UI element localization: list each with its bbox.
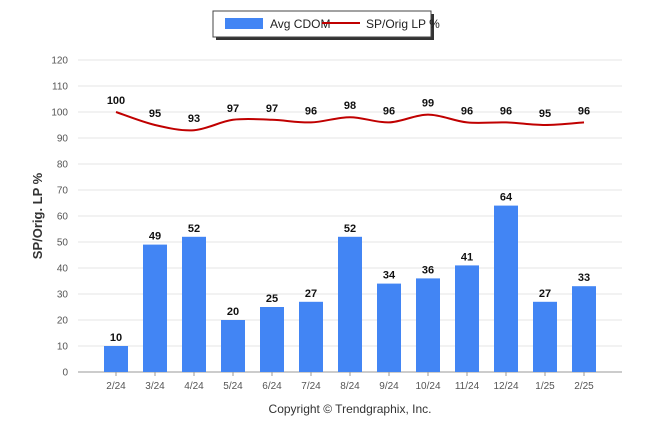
- bar-data-label: 10: [110, 332, 122, 344]
- bar-data-label: 52: [344, 223, 356, 235]
- bar-data-label: 41: [461, 251, 473, 263]
- line-data-label: 98: [344, 100, 356, 112]
- y-tick-label: 60: [57, 212, 69, 223]
- y-tick-label: 120: [51, 56, 68, 67]
- bar-data-label: 25: [266, 293, 278, 305]
- bar[interactable]: [494, 205, 518, 372]
- bar[interactable]: [533, 301, 557, 372]
- legend: Avg CDOM SP/Orig LP %: [212, 10, 440, 40]
- line-data-label: 99: [422, 98, 434, 110]
- data-labels: 10 49 52 20 25 27 52 34 36 41 64 27 33 100 95 93 97 97 96 9…: [107, 95, 590, 344]
- bar-data-label: 33: [578, 272, 590, 284]
- x-tick-label: 2/24: [106, 381, 126, 392]
- y-tick-label: 100: [51, 108, 68, 119]
- bar[interactable]: [260, 307, 284, 372]
- bar-data-label: 27: [305, 288, 317, 300]
- line-data-label: 96: [383, 105, 395, 117]
- line-data-label: 96: [305, 105, 317, 117]
- bar[interactable]: [299, 301, 323, 372]
- y-tick-label: 50: [57, 238, 69, 249]
- x-tick-label: 4/24: [184, 381, 204, 392]
- y-tick-label: 0: [62, 368, 68, 379]
- x-tick-label: 6/24: [262, 381, 282, 392]
- x-tick-label: 3/24: [145, 381, 165, 392]
- x-tick-label: 5/24: [223, 381, 243, 392]
- y-axis-title: SP/Orig. LP %: [30, 172, 45, 259]
- bar[interactable]: [143, 244, 167, 372]
- legend-bar-swatch: [225, 18, 263, 29]
- x-tick-label: 11/24: [455, 381, 480, 392]
- bar[interactable]: [572, 286, 596, 372]
- bar[interactable]: [416, 278, 440, 372]
- y-tick-label: 40: [57, 264, 69, 275]
- bar[interactable]: [104, 346, 128, 372]
- x-tick-label: 9/24: [379, 381, 399, 392]
- bar[interactable]: [377, 283, 401, 372]
- x-tick-label: 7/24: [301, 381, 321, 392]
- bar-data-label: 27: [539, 288, 551, 300]
- y-tick-label: 10: [57, 342, 69, 353]
- line-data-label: 95: [539, 108, 551, 120]
- x-tick-label: 12/24: [493, 381, 518, 392]
- x-tick-label: 2/25: [574, 381, 594, 392]
- line-data-label: 95: [149, 108, 161, 120]
- line-data-label: 93: [188, 113, 200, 125]
- sp-orig-lp-line[interactable]: [115, 111, 585, 132]
- legend-label-line[interactable]: SP/Orig LP %: [366, 17, 440, 31]
- bar-data-label: 49: [149, 231, 161, 243]
- line-series: [115, 111, 585, 132]
- x-tick-label: 8/24: [340, 381, 360, 392]
- y-tick-label: 30: [57, 290, 69, 301]
- line-data-label: 97: [266, 103, 278, 115]
- y-axis-ticks: 0 10 20 30 40 50 60 70 80 90 100 110 120: [51, 56, 68, 379]
- y-tick-label: 110: [52, 82, 68, 93]
- bar[interactable]: [338, 236, 362, 372]
- y-tick-label: 80: [57, 160, 69, 171]
- y-tick-label: 90: [57, 134, 69, 145]
- bar[interactable]: [455, 265, 479, 372]
- line-data-label: 96: [461, 105, 473, 117]
- line-data-label: 96: [578, 105, 590, 117]
- x-axis-ticks: 2/24 3/24 4/24 5/24 6/24 7/24 8/24 9/24 10/24 11/…: [106, 372, 594, 392]
- bar-series: [104, 205, 596, 372]
- bar-data-label: 36: [422, 264, 434, 276]
- x-tick-label: 10/24: [415, 381, 440, 392]
- bar-data-label: 52: [188, 223, 200, 235]
- bar[interactable]: [182, 236, 206, 372]
- bar-data-label: 34: [383, 270, 396, 282]
- copyright-text: Copyright © Trendgraphix, Inc.: [269, 402, 432, 416]
- y-tick-label: 20: [57, 316, 69, 327]
- legend-label-bar[interactable]: Avg CDOM: [270, 17, 330, 31]
- bar-data-label: 20: [227, 306, 239, 318]
- line-data-label: 100: [107, 95, 125, 107]
- y-tick-label: 70: [57, 186, 69, 197]
- x-tick-label: 1/25: [535, 381, 555, 392]
- line-data-label: 96: [500, 105, 512, 117]
- line-data-label: 97: [227, 103, 239, 115]
- bar[interactable]: [221, 320, 245, 372]
- bar-data-label: 64: [500, 192, 513, 204]
